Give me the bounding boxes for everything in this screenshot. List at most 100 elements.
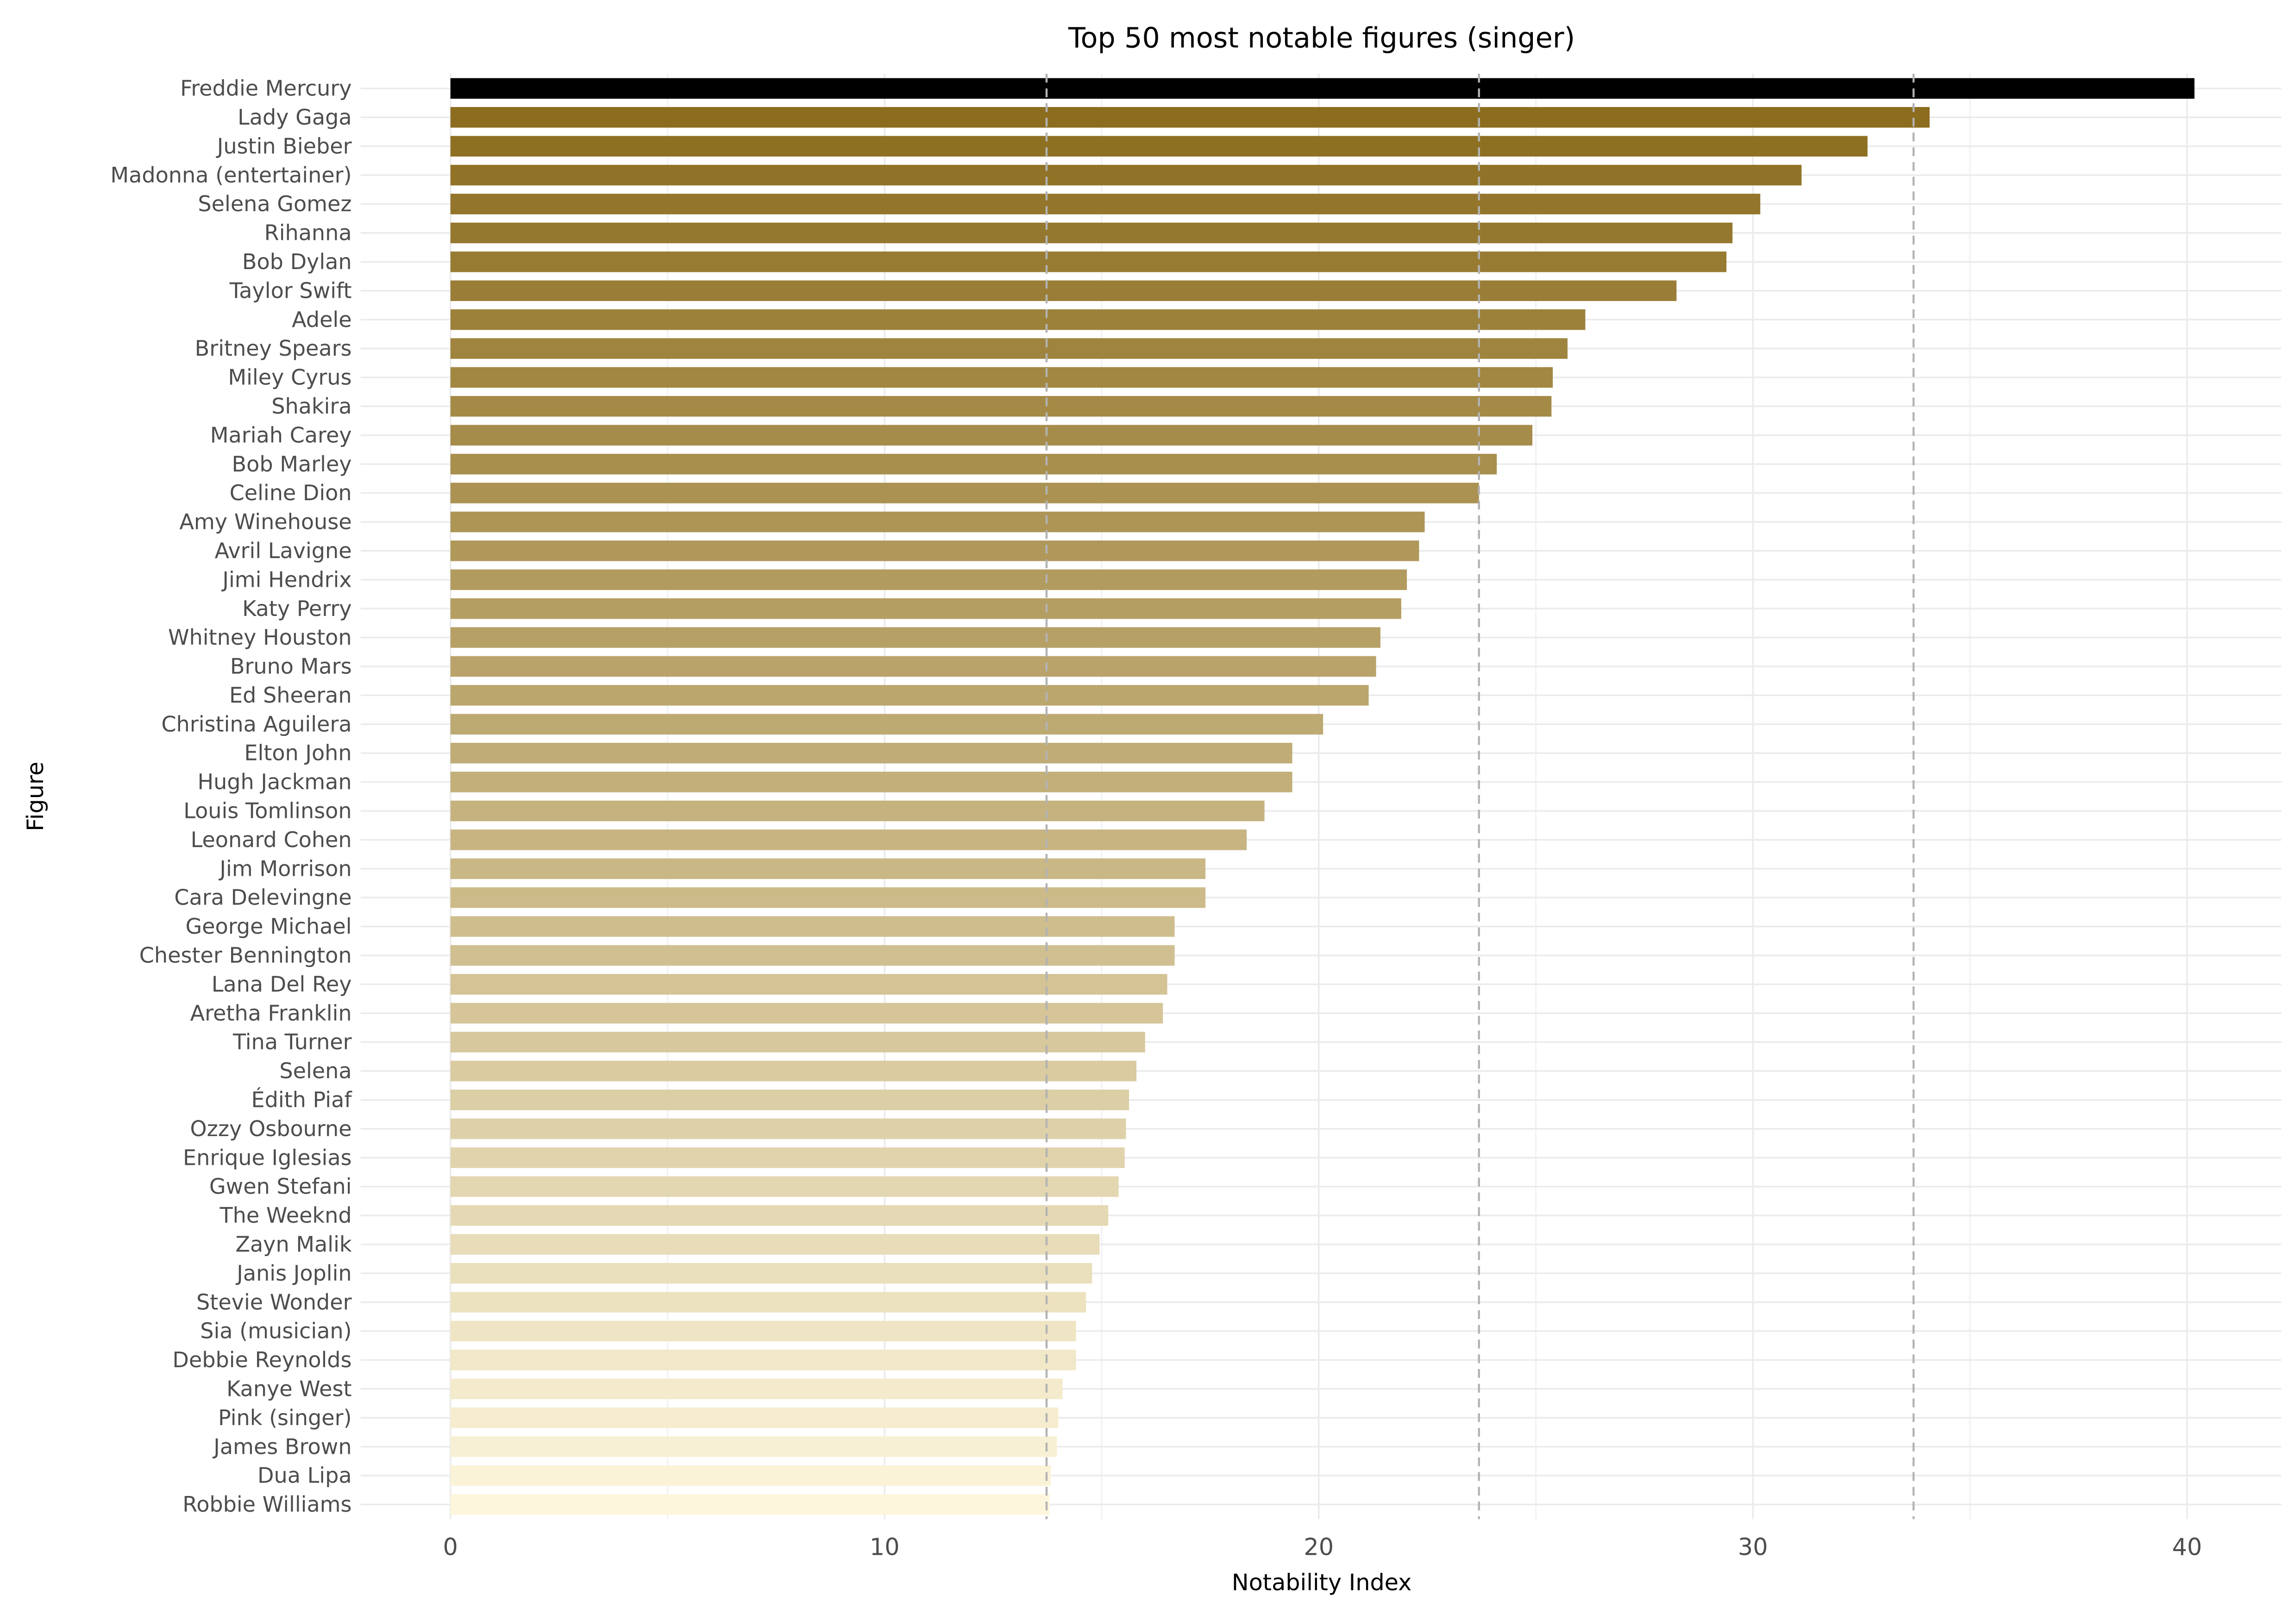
y-axis-title: Figure — [22, 761, 49, 831]
bar — [450, 945, 1175, 966]
bar — [450, 540, 1419, 561]
y-tick-label: Tina Turner — [232, 1030, 352, 1055]
y-tick-label: Cara Delevingne — [174, 885, 351, 910]
x-axis-title: Notability Index — [1232, 1569, 1411, 1596]
y-tick-label: Sia (musician) — [200, 1319, 351, 1344]
y-tick-label: Lady Gaga — [238, 105, 352, 130]
y-tick-label: Jim Morrison — [218, 856, 351, 881]
bar — [450, 338, 1568, 359]
y-tick-label: Katy Perry — [242, 596, 351, 621]
bar — [450, 251, 1727, 272]
bar — [450, 1003, 1163, 1024]
bar — [450, 136, 1868, 157]
bar — [450, 627, 1380, 648]
bar — [450, 800, 1265, 822]
bar — [450, 887, 1206, 908]
bar — [450, 1320, 1076, 1342]
bar — [450, 222, 1733, 244]
y-tick-label: Stevie Wonder — [196, 1289, 352, 1314]
reference-lines — [1045, 74, 1915, 1520]
bar — [450, 425, 1533, 446]
bar — [450, 367, 1553, 388]
y-tick-label: Adele — [292, 307, 351, 332]
y-tick-label: Pink (singer) — [218, 1405, 352, 1430]
y-tick-label: Édith Piaf — [251, 1087, 352, 1112]
y-tick-label: Celine Dion — [230, 480, 352, 505]
bar — [450, 453, 1497, 475]
y-tick-label: Bob Dylan — [242, 249, 352, 274]
bar — [450, 1205, 1109, 1226]
bar — [450, 194, 1761, 214]
y-tick-label: Jimi Hendrix — [221, 567, 351, 592]
bar — [450, 1089, 1129, 1111]
bar — [450, 107, 1930, 128]
bar — [450, 1292, 1086, 1313]
bars — [450, 78, 2195, 1515]
y-tick-label: Lana Del Rey — [212, 972, 352, 997]
y-tick-label: Justin Bieber — [216, 133, 352, 158]
y-tick-label: Aretha Franklin — [190, 1000, 352, 1025]
bar — [450, 511, 1425, 533]
y-tick-label: Leonard Cohen — [191, 827, 352, 852]
bar — [450, 1118, 1126, 1139]
y-tick-label: Miley Cyrus — [228, 365, 351, 390]
y-tick-label: Ed Sheeran — [229, 683, 352, 708]
bar — [450, 1350, 1076, 1370]
bar — [450, 569, 1407, 590]
bar — [450, 685, 1369, 706]
bar — [450, 1176, 1119, 1197]
y-tick-label: Amy Winehouse — [179, 509, 351, 534]
y-tick-label: Bruno Mars — [230, 654, 352, 679]
y-tick-label: Rihanna — [264, 220, 352, 245]
bar — [450, 772, 1292, 792]
labels: 0 10 20 30 40 Freddie Mercury Lady Gaga Justin … — [110, 76, 2202, 1561]
bar — [450, 1263, 1092, 1284]
bar — [450, 309, 1586, 330]
y-tick-label: Janis Joplin — [235, 1261, 351, 1286]
y-tick-label: Hugh Jackman — [197, 769, 351, 794]
chart-title: Top 50 most notable figures (singer) — [1068, 22, 1575, 55]
y-tick-label: Dua Lipa — [257, 1463, 352, 1488]
bar — [450, 483, 1479, 503]
bar — [450, 1407, 1059, 1428]
y-tick-label: Kanye West — [226, 1376, 351, 1401]
bar — [450, 916, 1175, 937]
bar — [450, 1465, 1051, 1486]
bar — [450, 164, 1802, 186]
y-tick-label: Selena — [279, 1058, 351, 1083]
y-tick-label: Robbie Williams — [182, 1492, 351, 1517]
y-tick-label: Britney Spears — [195, 336, 352, 361]
y-tick-label: George Michael — [185, 914, 351, 939]
y-tick-label: The Weeknd — [220, 1203, 352, 1228]
bar — [450, 858, 1206, 879]
bar — [450, 280, 1677, 301]
y-tick-label: Whitney Houston — [168, 625, 352, 650]
bar — [450, 1061, 1136, 1081]
y-tick-label: Mariah Carey — [210, 422, 352, 447]
bar — [450, 742, 1292, 764]
bar — [450, 1147, 1125, 1168]
y-tick-label: Shakira — [271, 394, 351, 419]
y-tick-label: Christina Aguilera — [161, 711, 351, 736]
bar — [450, 396, 1552, 417]
x-tick-label: 0 — [443, 1533, 458, 1561]
bar — [450, 598, 1401, 619]
x-tick-label: 10 — [870, 1533, 900, 1561]
y-tick-label: Madonna (entertainer) — [110, 163, 351, 188]
y-tick-label: Enrique Iglesias — [183, 1145, 352, 1170]
x-tick-label: 40 — [2172, 1533, 2202, 1561]
bar — [450, 1031, 1145, 1053]
x-tick-label: 30 — [1738, 1533, 1768, 1561]
bar — [450, 1234, 1100, 1255]
bar — [450, 656, 1376, 677]
y-tick-label: Selena Gomez — [198, 191, 351, 216]
y-tick-label: Debbie Reynolds — [172, 1347, 351, 1372]
y-tick-label: Elton John — [244, 741, 351, 766]
y-tick-label: Louis Tomlinson — [183, 798, 351, 823]
y-tick-label: Chester Bennington — [139, 943, 352, 968]
bar — [450, 1436, 1057, 1457]
y-tick-label: Gwen Stefani — [209, 1174, 352, 1199]
x-tick-label: 20 — [1304, 1533, 1334, 1561]
